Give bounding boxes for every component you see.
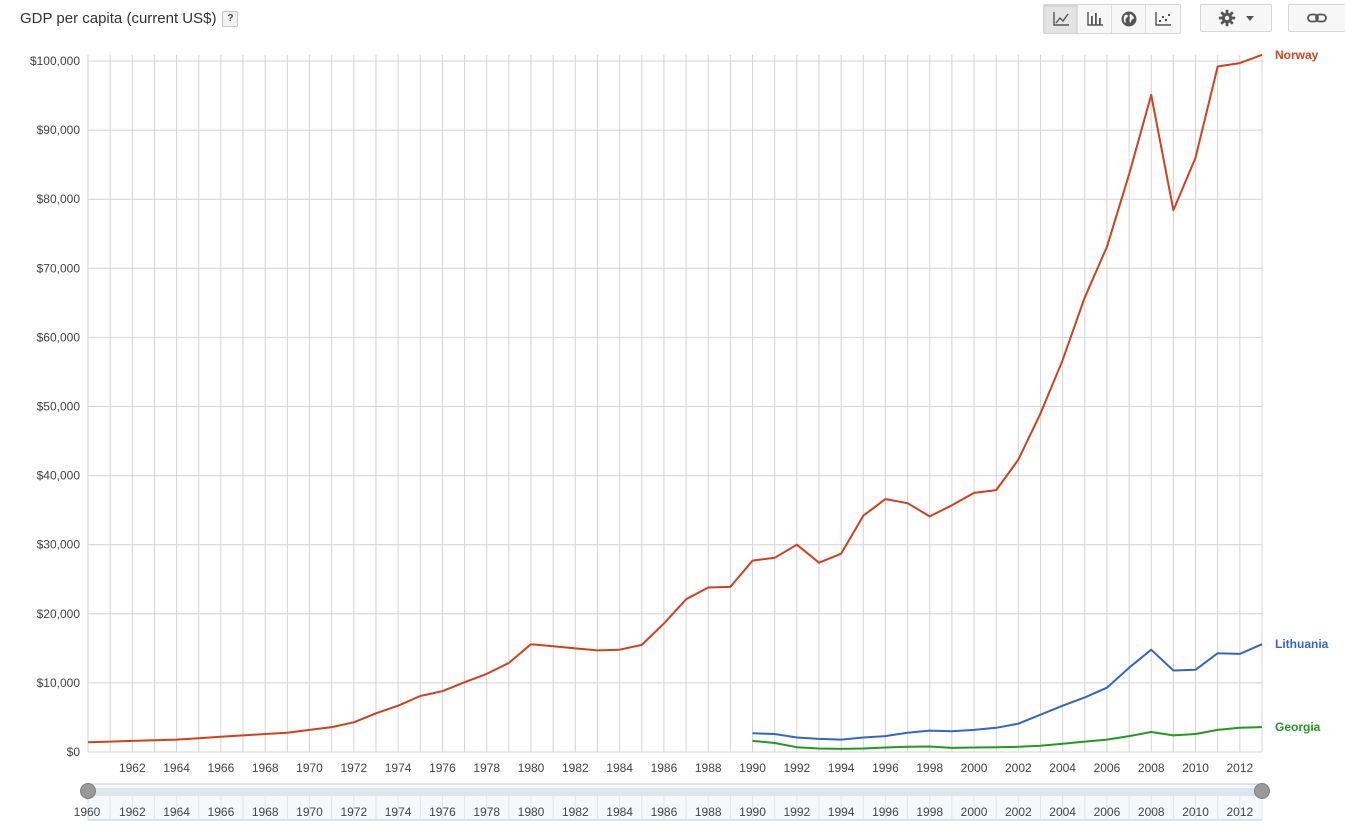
x-tick-label: 1964 xyxy=(163,761,190,775)
x-tick-label: 1994 xyxy=(828,761,855,775)
slider-tick-label: 1962 xyxy=(119,805,146,819)
chart-type-toolbar xyxy=(1043,4,1181,34)
y-tick-label: $70,000 xyxy=(37,261,81,275)
slider-selected-range xyxy=(88,788,1262,796)
x-tick-label: 2002 xyxy=(1005,761,1032,775)
series-line-georgia xyxy=(752,726,1263,750)
slider-tick-label: 1996 xyxy=(872,805,899,819)
slider-tick-label: 1990 xyxy=(739,805,766,819)
y-tick-label: $90,000 xyxy=(37,123,81,137)
x-tick-label: 2004 xyxy=(1049,761,1076,775)
x-tick-label: 2012 xyxy=(1226,761,1253,775)
series-line-norway xyxy=(87,53,1263,744)
help-button[interactable]: ? xyxy=(222,10,239,27)
slider-tick-label: 1992 xyxy=(783,805,810,819)
slider-tick-label: 2012 xyxy=(1226,805,1253,819)
gear-icon xyxy=(1218,9,1236,27)
slider-tick-label: 1976 xyxy=(429,805,456,819)
y-tick-label: $80,000 xyxy=(37,192,81,206)
y-axis-labels: $0 $10,000 $20,000 $30,000 $40,000 $50,000 $60… xyxy=(30,54,80,759)
slider-tick-label: 2002 xyxy=(1005,805,1032,819)
bar-chart-icon xyxy=(1086,12,1103,26)
slider-tick-label: 1964 xyxy=(163,805,190,819)
slider-tick-label: 1986 xyxy=(651,805,678,819)
x-tick-label: 1970 xyxy=(296,761,323,775)
settings-button[interactable] xyxy=(1200,4,1272,32)
chart-header: GDP per capita (current US$) ? xyxy=(20,10,239,27)
slider-tick-label: 1980 xyxy=(518,805,545,819)
slider-handle-start[interactable] xyxy=(80,783,96,799)
y-tick-label: $100,000 xyxy=(30,54,80,68)
x-tick-label: 1976 xyxy=(429,761,456,775)
y-tick-label: $60,000 xyxy=(37,330,81,344)
x-tick-label: 1982 xyxy=(562,761,589,775)
range-slider[interactable]: 1960 1962 1964 1966 1968 1970 1972 1974 1976 1978… xyxy=(74,783,1270,821)
x-tick-label: 2008 xyxy=(1138,761,1165,775)
x-tick-label: 1972 xyxy=(340,761,367,775)
series-label-georgia: Georgia xyxy=(1275,720,1321,734)
y-tick-label: $30,000 xyxy=(37,538,81,552)
line-chart-button[interactable] xyxy=(1044,5,1078,33)
series-label-norway: Norway xyxy=(1275,48,1319,62)
x-tick-label: 1978 xyxy=(473,761,500,775)
slider-tick-label: 1994 xyxy=(828,805,855,819)
x-tick-label: 1992 xyxy=(783,761,810,775)
slider-tick-label: 2008 xyxy=(1138,805,1165,819)
x-tick-label: 1984 xyxy=(606,761,633,775)
slider-tick-label: 1972 xyxy=(340,805,367,819)
share-link-button[interactable] xyxy=(1288,4,1345,32)
slider-tick-label: 1966 xyxy=(208,805,235,819)
line-chart-icon xyxy=(1052,12,1069,26)
caret-down-icon xyxy=(1246,15,1254,21)
y-tick-label: $20,000 xyxy=(37,607,81,621)
slider-tick-label: 2010 xyxy=(1182,805,1209,819)
x-tick-label: 1974 xyxy=(385,761,412,775)
slider-track xyxy=(87,783,1263,821)
x-tick-label: 1990 xyxy=(739,761,766,775)
page-title: GDP per capita (current US$) xyxy=(20,10,217,27)
x-tick-label: 1998 xyxy=(916,761,943,775)
map-button[interactable] xyxy=(1112,5,1146,33)
series-lines xyxy=(87,53,1263,750)
slider-tick-label: 2006 xyxy=(1094,805,1121,819)
x-axis-labels: 1962 1964 1966 1968 1970 1972 1974 1976 1978 1980… xyxy=(119,761,1254,775)
x-tick-label: 2000 xyxy=(961,761,988,775)
slider-tick-label: 1984 xyxy=(606,805,633,819)
slider-tick-label: 1982 xyxy=(562,805,589,819)
y-tick-label: $10,000 xyxy=(37,676,81,690)
slider-handle-end[interactable] xyxy=(1254,783,1270,799)
series-line-lithuania xyxy=(752,643,1263,741)
slider-tick-label: 2000 xyxy=(961,805,988,819)
grid xyxy=(87,55,1263,753)
x-tick-label: 1968 xyxy=(252,761,279,775)
bar-chart-button[interactable] xyxy=(1078,5,1112,33)
x-tick-label: 1996 xyxy=(872,761,899,775)
slider-tick-label: 1978 xyxy=(473,805,500,819)
scatter-button[interactable] xyxy=(1146,5,1180,33)
slider-tick-label: 1974 xyxy=(385,805,412,819)
slider-tick-label: 1968 xyxy=(252,805,279,819)
slider-tick-label: 2004 xyxy=(1049,805,1076,819)
globe-icon xyxy=(1121,11,1136,27)
x-tick-label: 1988 xyxy=(695,761,722,775)
slider-tick-label: 1960 xyxy=(74,805,101,819)
y-tick-label: $50,000 xyxy=(37,400,81,414)
y-tick-label: $40,000 xyxy=(37,469,81,483)
series-label-lithuania: Lithuania xyxy=(1275,637,1329,651)
x-tick-label: 2010 xyxy=(1182,761,1209,775)
link-icon xyxy=(1307,13,1327,23)
x-tick-label: 1966 xyxy=(208,761,235,775)
series-labels: Norway Lithuania Georgia xyxy=(1275,48,1329,734)
x-tick-label: 1980 xyxy=(518,761,545,775)
slider-tick-label: 1998 xyxy=(916,805,943,819)
scatter-icon xyxy=(1155,12,1171,26)
slider-tick-label: 1988 xyxy=(695,805,722,819)
y-tick-label: $0 xyxy=(67,745,81,759)
x-tick-label: 2006 xyxy=(1094,761,1121,775)
x-tick-label: 1962 xyxy=(119,761,146,775)
x-tick-label: 1986 xyxy=(651,761,678,775)
slider-tick-label: 1970 xyxy=(296,805,323,819)
